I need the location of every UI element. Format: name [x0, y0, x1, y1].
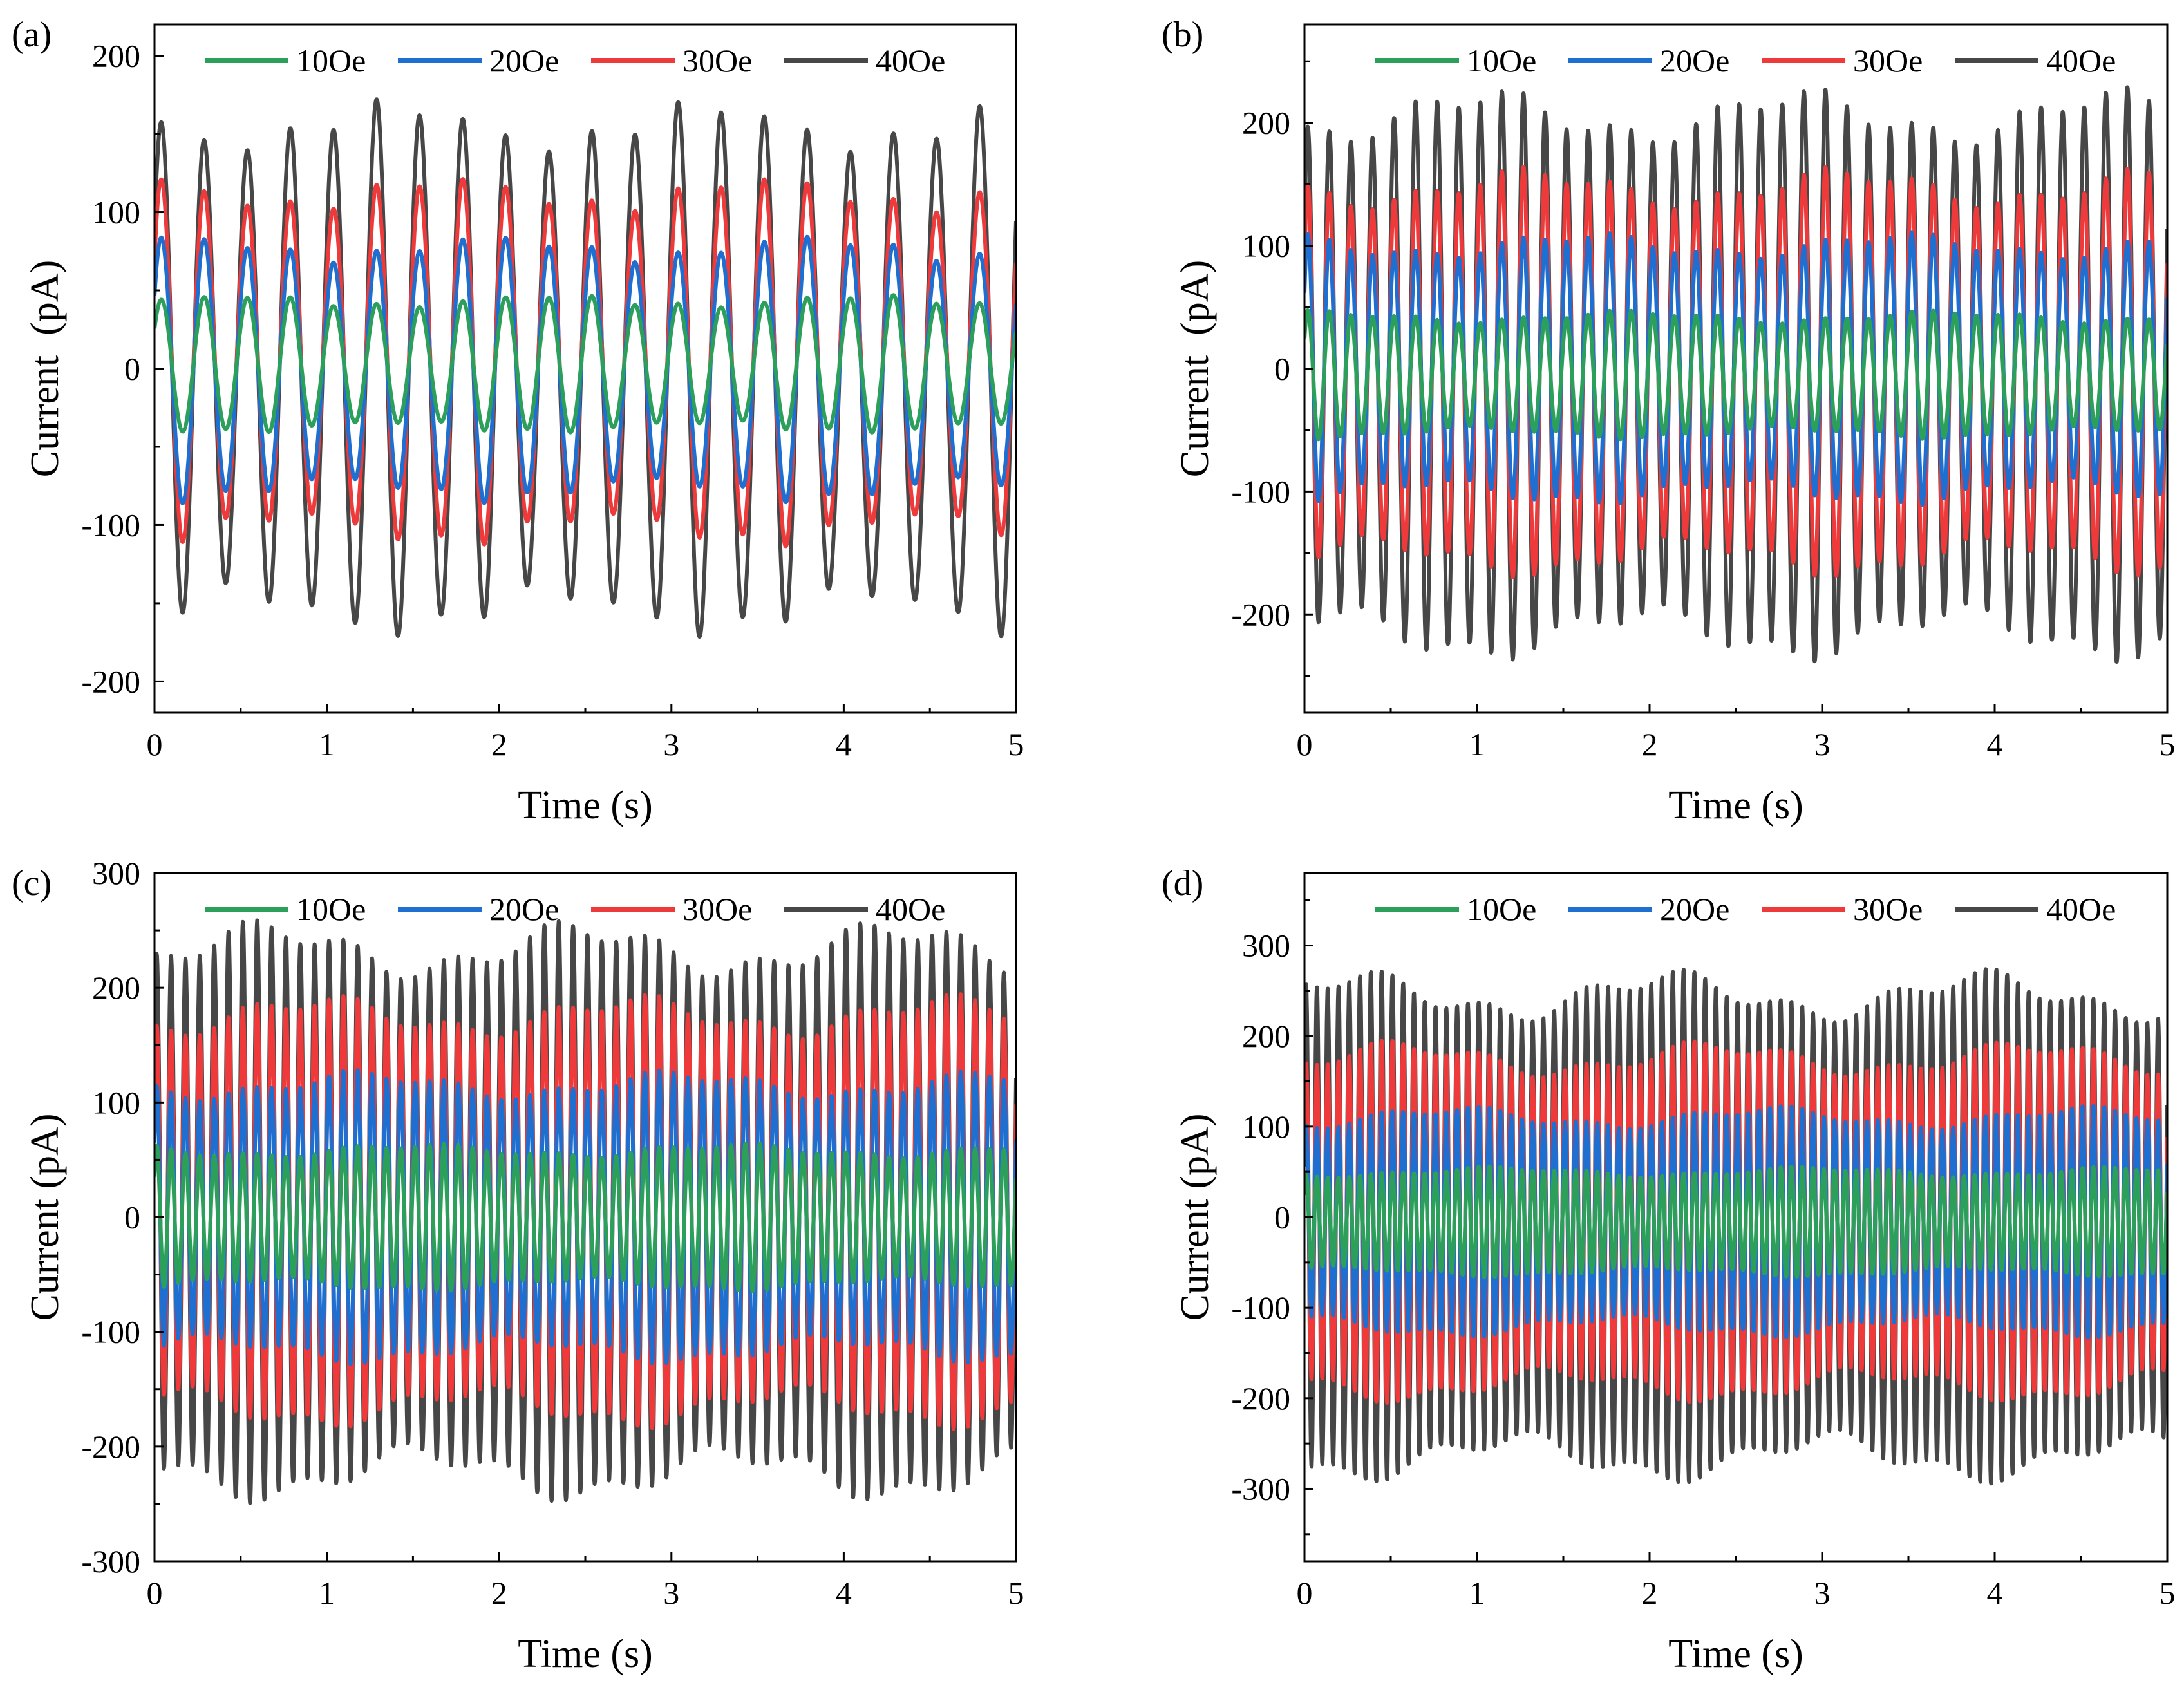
x-tick-label: 0: [147, 726, 163, 762]
x-tick-label: 0: [1297, 726, 1313, 762]
y-tick-label: -300: [81, 1543, 140, 1579]
y-axis-title: Current (pA): [23, 1114, 67, 1321]
panel-label: (d): [1162, 863, 1203, 903]
x-axis-title: Time (s): [1668, 1632, 1803, 1676]
y-tick-label: -200: [1231, 596, 1290, 632]
y-tick-label: 0: [1274, 1199, 1290, 1236]
x-tick-label: 3: [663, 726, 679, 762]
series-group: [1304, 85, 2167, 664]
y-tick-label: 300: [1242, 928, 1290, 964]
y-tick-label: -100: [81, 507, 140, 543]
legend-label-30Oe: 30Oe: [1853, 42, 1923, 79]
x-tick-label: 5: [2160, 1575, 2176, 1611]
legend-label-20Oe: 20Oe: [489, 42, 559, 79]
y-tick-label: 100: [92, 194, 140, 230]
x-axis-title: Time (s): [1668, 784, 1803, 827]
legend-label-10Oe: 10Oe: [1467, 42, 1536, 79]
panel-label: (a): [12, 15, 52, 55]
panel-label: (c): [12, 863, 52, 903]
x-tick-label: 1: [1469, 726, 1485, 762]
legend-label-40Oe: 40Oe: [2046, 891, 2116, 927]
x-axis-title: Time (s): [518, 784, 653, 827]
legend-label-20Oe: 20Oe: [1660, 42, 1729, 79]
legend-label-30Oe: 30Oe: [1853, 891, 1923, 927]
y-axis-title: Current (pA): [1173, 1114, 1217, 1321]
x-tick-label: 4: [1987, 726, 2003, 762]
panel-label: (b): [1162, 15, 1203, 55]
y-axis-title: Current (pA): [23, 260, 67, 477]
legend: 10Oe 20Oe 30Oe 40Oe: [1375, 42, 2116, 79]
x-tick-label: 3: [1814, 1575, 1831, 1611]
y-tick-label: 100: [92, 1084, 140, 1120]
legend: 10Oe 20Oe 30Oe 40Oe: [205, 891, 945, 927]
x-tick-label: 5: [2160, 726, 2176, 762]
series-line-20Oe: [155, 1068, 1016, 1366]
legend-label-10Oe: 10Oe: [296, 891, 366, 927]
y-tick-label: -100: [1231, 1290, 1290, 1326]
y-tick-label: 0: [124, 351, 140, 387]
x-tick-label: 2: [1642, 726, 1658, 762]
y-tick-label: -200: [1231, 1380, 1290, 1416]
x-tick-label: 2: [491, 1575, 507, 1611]
x-tick-label: 1: [319, 726, 335, 762]
series-group: [155, 918, 1016, 1505]
x-tick-label: 3: [1814, 726, 1831, 762]
y-tick-label: 200: [1242, 1018, 1290, 1054]
x-tick-label: 1: [319, 1575, 335, 1611]
series-line-40Oe: [1304, 85, 2167, 664]
series-line-10Oe: [1304, 308, 2167, 442]
x-tick-label: 1: [1469, 1575, 1485, 1611]
series-group: [1304, 967, 2167, 1486]
legend-label-20Oe: 20Oe: [1660, 891, 1729, 927]
plot-frame: [153, 23, 1017, 714]
x-tick-label: 5: [1008, 726, 1024, 762]
y-tick-label: 300: [92, 855, 140, 891]
y-tick-label: 200: [1242, 105, 1290, 141]
y-tick-label: 200: [92, 38, 140, 74]
x-tick-label: 0: [147, 1575, 163, 1611]
legend-label-10Oe: 10Oe: [1467, 891, 1536, 927]
y-tick-label: 0: [124, 1199, 140, 1236]
legend-label-40Oe: 40Oe: [2046, 42, 2116, 79]
x-tick-label: 2: [1642, 1575, 1658, 1611]
legend-label-20Oe: 20Oe: [489, 891, 559, 927]
chart-panel-2: 0 1 2 3 4 5 -300 -200 -100 0 100 200 300 Time (s) Curr…: [12, 855, 1024, 1676]
legend-label-40Oe: 40Oe: [876, 891, 945, 927]
legend: 10Oe 20Oe 30Oe 40Oe: [205, 42, 945, 79]
x-tick-label: 3: [663, 1575, 679, 1611]
y-tick-label: 200: [92, 970, 140, 1006]
y-tick-label: 100: [1242, 1109, 1290, 1145]
series-line-20Oe: [155, 234, 1016, 505]
series-line-40Oe: [155, 97, 1016, 639]
legend-label-30Oe: 30Oe: [682, 891, 752, 927]
y-axis-title: Current (pA): [1173, 260, 1217, 477]
series-line-20Oe: [1304, 230, 2167, 507]
series-line-10Oe: [155, 293, 1016, 435]
series-line-10Oe: [1304, 1164, 2167, 1279]
y-tick-label: -100: [1231, 473, 1290, 509]
y-tick-label: -200: [81, 663, 140, 699]
x-axis-title: Time (s): [518, 1632, 653, 1676]
y-tick-label: 100: [1242, 228, 1290, 264]
chart-panel-0: 0 1 2 3 4 5 -200 -100 0 100 200 Time (s) Current (pA…: [12, 15, 1024, 827]
x-tick-label: 4: [1987, 1575, 2003, 1611]
y-tick-label: -300: [1231, 1471, 1290, 1507]
series-group: [155, 97, 1016, 639]
x-tick-label: 4: [836, 726, 852, 762]
y-tick-label: -100: [81, 1314, 140, 1350]
legend-label-30Oe: 30Oe: [682, 42, 752, 79]
y-tick-label: -200: [81, 1429, 140, 1465]
legend: 10Oe 20Oe 30Oe 40Oe: [1375, 891, 2116, 927]
chart-panel-3: 0 1 2 3 4 5 -300 -200 -100 0 100 200 300 Time (s) Curr…: [1162, 863, 2176, 1676]
legend-label-40Oe: 40Oe: [876, 42, 945, 79]
x-tick-label: 2: [491, 726, 507, 762]
x-tick-label: 5: [1008, 1575, 1024, 1611]
x-tick-label: 0: [1297, 1575, 1313, 1611]
legend-label-10Oe: 10Oe: [296, 42, 366, 79]
x-tick-label: 4: [836, 1575, 852, 1611]
y-tick-label: 0: [1274, 351, 1290, 387]
series-line-10Oe: [155, 1142, 1016, 1293]
chart-panel-1: 0 1 2 3 4 5 -200 -100 0 100 200 Time (s) Current (pA…: [1162, 15, 2176, 827]
